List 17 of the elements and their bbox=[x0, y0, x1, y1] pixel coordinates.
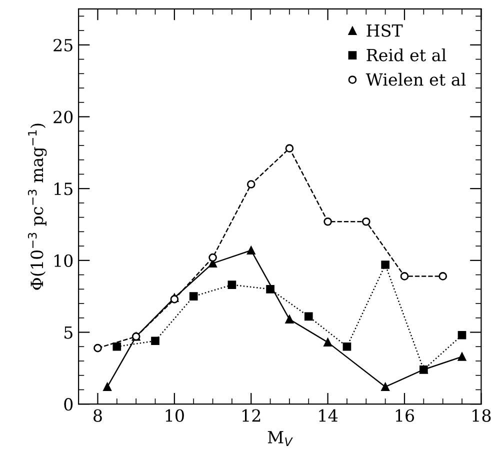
x-tick-label: 14 bbox=[319, 409, 338, 422]
x-tick-label: 10 bbox=[166, 409, 184, 422]
y-tick-label: 10 bbox=[54, 254, 73, 267]
x-axis-title: M$_{V}$ bbox=[268, 431, 293, 446]
y-tick-label: 5 bbox=[64, 326, 72, 339]
legend-label: HST bbox=[366, 24, 403, 37]
y-axis-title: Φ(10$^{−3}$ pc$^{−3}$ mag$^{−1}$) bbox=[28, 124, 47, 290]
y-tick-label: 25 bbox=[54, 38, 72, 52]
x-tick-label: 12 bbox=[242, 409, 260, 422]
legend-label: Reid et al bbox=[366, 48, 446, 62]
x-tick-label: 16 bbox=[396, 409, 414, 422]
y-tick-label: 0 bbox=[64, 398, 73, 411]
y-tick-label: 20 bbox=[54, 110, 73, 124]
x-tick-label: 18 bbox=[472, 409, 491, 422]
y-tick-label: 15 bbox=[54, 182, 72, 196]
legend-label: Wielen et al bbox=[366, 72, 466, 86]
x-tick-label: 8 bbox=[94, 409, 102, 422]
